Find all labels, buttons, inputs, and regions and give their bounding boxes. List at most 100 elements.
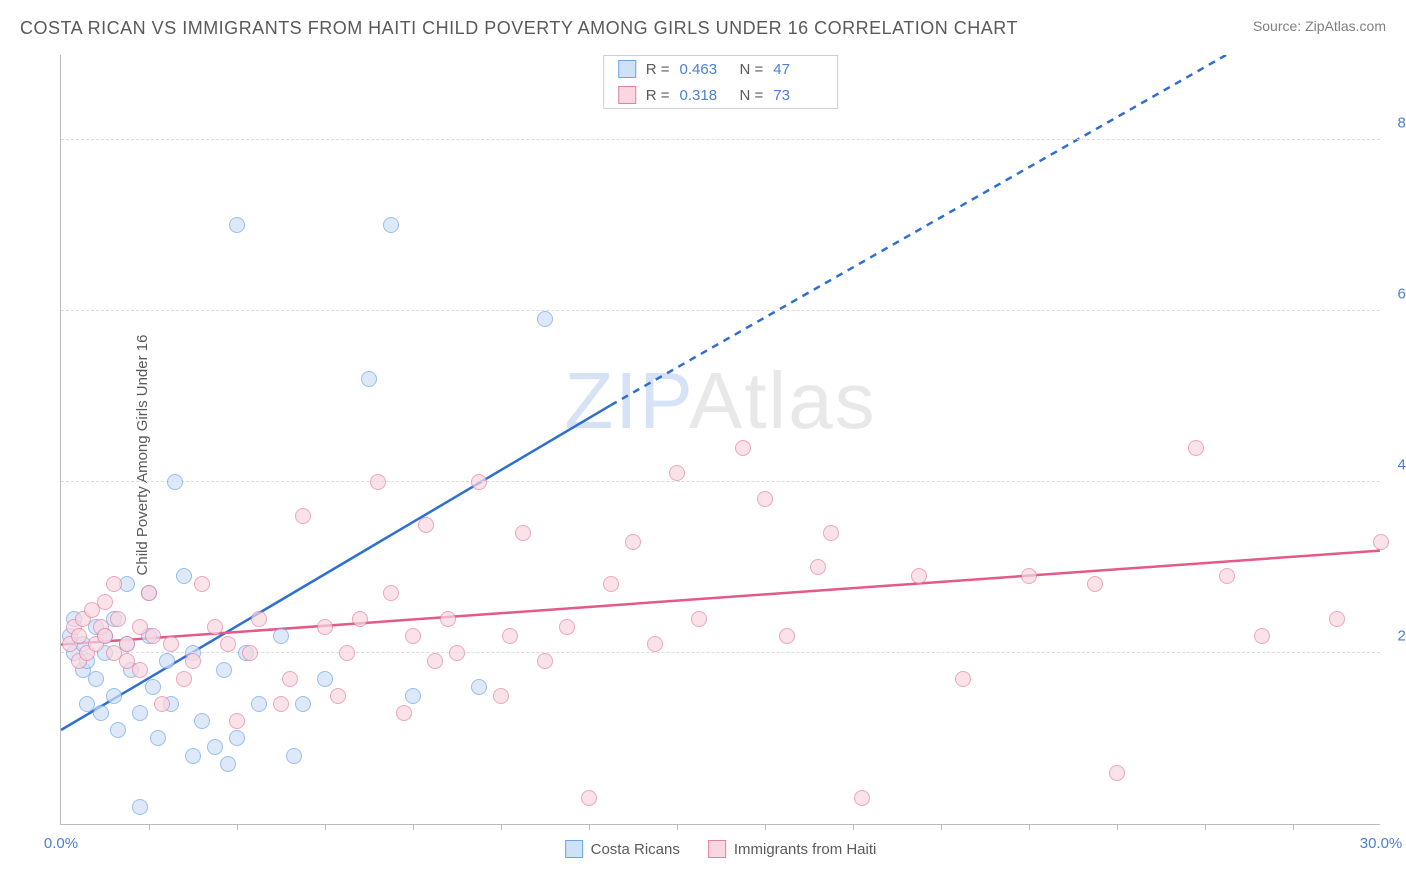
scatter-point xyxy=(132,799,148,815)
chart-container: Child Poverty Among Girls Under 16 ZIPAt… xyxy=(50,55,1390,855)
legend-item-series-1: Costa Ricans xyxy=(565,840,680,858)
scatter-point xyxy=(145,628,161,644)
scatter-point xyxy=(110,722,126,738)
scatter-point xyxy=(911,568,927,584)
series-legend: Costa Ricans Immigrants from Haiti xyxy=(565,840,877,858)
scatter-point xyxy=(1254,628,1270,644)
scatter-point xyxy=(383,217,399,233)
scatter-point xyxy=(669,465,685,481)
scatter-point xyxy=(185,748,201,764)
scatter-point xyxy=(537,653,553,669)
scatter-point xyxy=(1188,440,1204,456)
x-tick xyxy=(589,824,590,830)
x-tick xyxy=(1029,824,1030,830)
scatter-point xyxy=(132,705,148,721)
scatter-point xyxy=(810,559,826,575)
scatter-point xyxy=(119,636,135,652)
x-tick xyxy=(765,824,766,830)
scatter-point xyxy=(207,619,223,635)
scatter-point xyxy=(471,474,487,490)
scatter-point xyxy=(361,371,377,387)
scatter-point xyxy=(106,576,122,592)
scatter-point xyxy=(229,217,245,233)
scatter-point xyxy=(145,679,161,695)
scatter-point xyxy=(779,628,795,644)
swatch-series-1 xyxy=(618,60,636,78)
scatter-point xyxy=(97,628,113,644)
scatter-point xyxy=(229,713,245,729)
scatter-point xyxy=(854,790,870,806)
x-tick xyxy=(1293,824,1294,830)
source-link[interactable]: ZipAtlas.com xyxy=(1305,18,1386,34)
scatter-point xyxy=(194,576,210,592)
scatter-point xyxy=(185,653,201,669)
chart-title: COSTA RICAN VS IMMIGRANTS FROM HAITI CHI… xyxy=(20,18,1018,39)
scatter-point xyxy=(286,748,302,764)
x-tick xyxy=(1205,824,1206,830)
scatter-point xyxy=(1373,534,1389,550)
x-tick xyxy=(941,824,942,830)
scatter-point xyxy=(735,440,751,456)
scatter-point xyxy=(823,525,839,541)
scatter-point xyxy=(295,508,311,524)
trendline xyxy=(61,551,1380,645)
scatter-point xyxy=(1021,568,1037,584)
scatter-point xyxy=(88,671,104,687)
x-tick-label: 30.0% xyxy=(1360,835,1403,852)
scatter-point xyxy=(440,611,456,627)
plot-area: ZIPAtlas R = 0.463 N = 47 R = 0.318 N = … xyxy=(60,55,1380,825)
scatter-point xyxy=(317,671,333,687)
x-tick xyxy=(501,824,502,830)
scatter-point xyxy=(159,653,175,669)
scatter-point xyxy=(405,628,421,644)
scatter-point xyxy=(1109,765,1125,781)
scatter-point xyxy=(110,611,126,627)
scatter-point xyxy=(132,662,148,678)
scatter-point xyxy=(106,688,122,704)
gridline xyxy=(61,652,1380,653)
gridline xyxy=(61,310,1380,311)
x-tick xyxy=(325,824,326,830)
r-label: R = xyxy=(646,87,670,104)
x-tick xyxy=(1117,824,1118,830)
scatter-point xyxy=(691,611,707,627)
scatter-point xyxy=(1087,576,1103,592)
scatter-point xyxy=(194,713,210,729)
correlation-legend: R = 0.463 N = 47 R = 0.318 N = 73 xyxy=(603,55,839,109)
y-tick-label: 40.0% xyxy=(1385,456,1406,473)
y-tick-label: 20.0% xyxy=(1385,627,1406,644)
n-label: N = xyxy=(740,87,764,104)
source-prefix: Source: xyxy=(1253,18,1305,34)
swatch-series-2 xyxy=(708,840,726,858)
legend-label-series-1: Costa Ricans xyxy=(591,841,680,858)
scatter-point xyxy=(405,688,421,704)
scatter-point xyxy=(581,790,597,806)
scatter-point xyxy=(537,311,553,327)
scatter-point xyxy=(502,628,518,644)
scatter-point xyxy=(757,491,773,507)
scatter-point xyxy=(282,671,298,687)
swatch-series-2 xyxy=(618,86,636,104)
scatter-point xyxy=(163,636,179,652)
scatter-point xyxy=(141,585,157,601)
scatter-point xyxy=(176,568,192,584)
scatter-point xyxy=(229,730,245,746)
x-tick xyxy=(853,824,854,830)
scatter-point xyxy=(515,525,531,541)
watermark-atlas: Atlas xyxy=(689,356,877,445)
legend-row-series-2: R = 0.318 N = 73 xyxy=(604,82,838,108)
x-tick xyxy=(237,824,238,830)
scatter-point xyxy=(295,696,311,712)
scatter-point xyxy=(273,628,289,644)
scatter-point xyxy=(493,688,509,704)
scatter-point xyxy=(427,653,443,669)
scatter-point xyxy=(339,645,355,661)
scatter-point xyxy=(352,611,368,627)
n-value-series-1: 47 xyxy=(773,61,823,78)
scatter-point xyxy=(955,671,971,687)
scatter-point xyxy=(71,628,87,644)
watermark: ZIPAtlas xyxy=(564,355,876,447)
watermark-zip: ZIP xyxy=(564,356,689,445)
swatch-series-1 xyxy=(565,840,583,858)
scatter-point xyxy=(216,662,232,678)
